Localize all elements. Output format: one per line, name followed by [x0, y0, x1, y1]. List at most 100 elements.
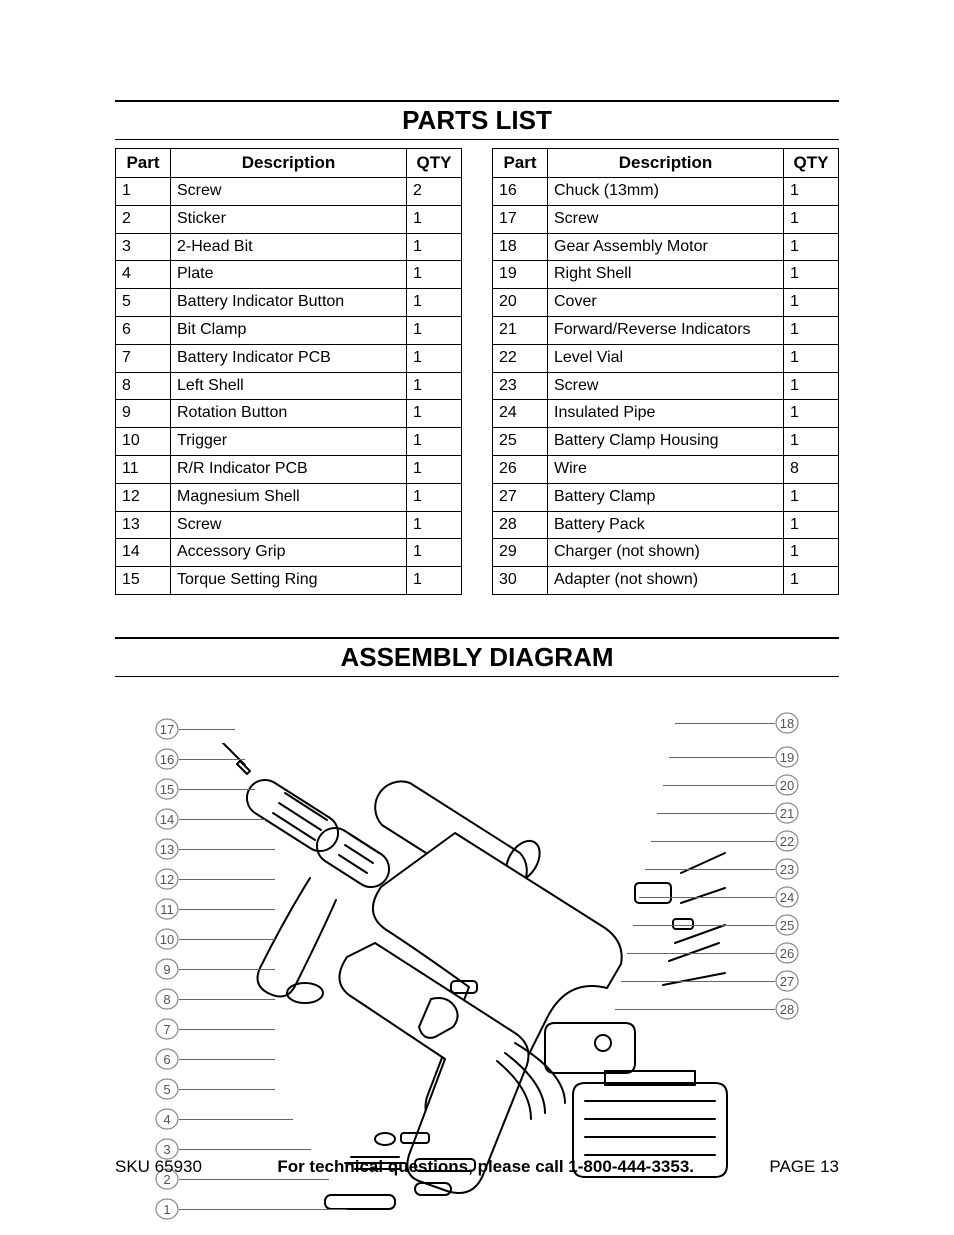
cell-qty: 1 [784, 511, 839, 539]
cell-part: 24 [493, 400, 548, 428]
parts-table-left: Part Description QTY 1Screw22Sticker132-… [115, 148, 462, 595]
cell-qty: 1 [407, 289, 462, 317]
callout-19: 19 [775, 745, 799, 769]
cell-qty: 1 [784, 567, 839, 595]
cell-qty: 2 [407, 178, 462, 206]
cell-part: 28 [493, 511, 548, 539]
cell-description: Battery Indicator Button [171, 289, 407, 317]
cell-part: 11 [116, 456, 171, 484]
callout-4: 4 [155, 1107, 179, 1131]
table-row: 4Plate1 [116, 261, 462, 289]
cell-description: Cover [548, 289, 784, 317]
leader-line [179, 1059, 275, 1060]
callout-27: 27 [775, 969, 799, 993]
col-qty: QTY [784, 149, 839, 178]
callout-24: 24 [775, 885, 799, 909]
cell-description: Bit Clamp [171, 317, 407, 345]
table-row: 9Rotation Button1 [116, 400, 462, 428]
cell-part: 3 [116, 233, 171, 261]
cell-part: 26 [493, 456, 548, 484]
callout-5: 5 [155, 1077, 179, 1101]
cell-part: 4 [116, 261, 171, 289]
parts-table-right: Part Description QTY 16Chuck (13mm)117Sc… [492, 148, 839, 595]
cell-part: 13 [116, 511, 171, 539]
callout-15: 15 [155, 777, 179, 801]
cell-part: 12 [116, 483, 171, 511]
cell-description: Chuck (13mm) [548, 178, 784, 206]
table-row: 10Trigger1 [116, 428, 462, 456]
leader-line [633, 925, 775, 926]
table-row: 17Screw1 [493, 205, 839, 233]
cell-description: Left Shell [171, 372, 407, 400]
table-row: 26Wire8 [493, 456, 839, 484]
cell-description: Screw [171, 178, 407, 206]
page-container: PARTS LIST Part Description QTY 1Screw22… [0, 0, 954, 1235]
cell-qty: 1 [407, 428, 462, 456]
leader-line [179, 1179, 329, 1180]
col-description: Description [548, 149, 784, 178]
table-row: 7Battery Indicator PCB1 [116, 344, 462, 372]
cell-qty: 1 [407, 344, 462, 372]
cell-qty: 1 [407, 511, 462, 539]
table-row: 20Cover1 [493, 289, 839, 317]
leader-line [645, 869, 775, 870]
col-description: Description [171, 149, 407, 178]
cell-description: Battery Clamp [548, 483, 784, 511]
table-row: 1Screw2 [116, 178, 462, 206]
cell-description: Battery Clamp Housing [548, 428, 784, 456]
leader-line [627, 953, 775, 954]
cell-part: 5 [116, 289, 171, 317]
cell-part: 21 [493, 317, 548, 345]
table-row: 29Charger (not shown)1 [493, 539, 839, 567]
parts-list-title: PARTS LIST [115, 100, 839, 140]
footer-tech-support: For technical questions, please call 1-8… [277, 1157, 694, 1177]
cell-part: 23 [493, 372, 548, 400]
cell-qty: 1 [407, 567, 462, 595]
cell-part: 6 [116, 317, 171, 345]
cell-part: 10 [116, 428, 171, 456]
cell-qty: 1 [784, 178, 839, 206]
cell-qty: 1 [784, 289, 839, 317]
cell-description: Battery Pack [548, 511, 784, 539]
leader-line [179, 1119, 293, 1120]
table-row: 32-Head Bit1 [116, 233, 462, 261]
leader-line [179, 789, 255, 790]
leader-line [179, 849, 275, 850]
cell-description: Wire [548, 456, 784, 484]
cell-description: Screw [548, 372, 784, 400]
cell-qty: 1 [784, 317, 839, 345]
cell-part: 9 [116, 400, 171, 428]
table-row: 2Sticker1 [116, 205, 462, 233]
cell-qty: 1 [407, 400, 462, 428]
assembly-section: ASSEMBLY DIAGRAM [115, 637, 839, 1213]
table-row: 6Bit Clamp1 [116, 317, 462, 345]
cell-qty: 1 [784, 539, 839, 567]
cell-description: Adapter (not shown) [548, 567, 784, 595]
cell-description: Accessory Grip [171, 539, 407, 567]
callout-13: 13 [155, 837, 179, 861]
cell-description: Gear Assembly Motor [548, 233, 784, 261]
cell-qty: 1 [407, 539, 462, 567]
callout-22: 22 [775, 829, 799, 853]
callout-21: 21 [775, 801, 799, 825]
table-row: 23Screw1 [493, 372, 839, 400]
cell-description: Torque Setting Ring [171, 567, 407, 595]
table-row: 30Adapter (not shown)1 [493, 567, 839, 595]
table-row: 8Left Shell1 [116, 372, 462, 400]
callout-18: 18 [775, 711, 799, 735]
cell-part: 8 [116, 372, 171, 400]
table-row: 14Accessory Grip1 [116, 539, 462, 567]
cell-description: Insulated Pipe [548, 400, 784, 428]
cell-qty: 1 [407, 483, 462, 511]
cell-part: 20 [493, 289, 548, 317]
cell-description: Plate [171, 261, 407, 289]
cell-description: Sticker [171, 205, 407, 233]
table-row: 16Chuck (13mm)1 [493, 178, 839, 206]
leader-line [179, 759, 245, 760]
callout-8: 8 [155, 987, 179, 1011]
cell-description: Level Vial [548, 344, 784, 372]
callout-12: 12 [155, 867, 179, 891]
leader-line [663, 785, 775, 786]
assembly-diagram-area: 1716151413121110987654321181920212223242… [115, 693, 839, 1213]
col-qty: QTY [407, 149, 462, 178]
